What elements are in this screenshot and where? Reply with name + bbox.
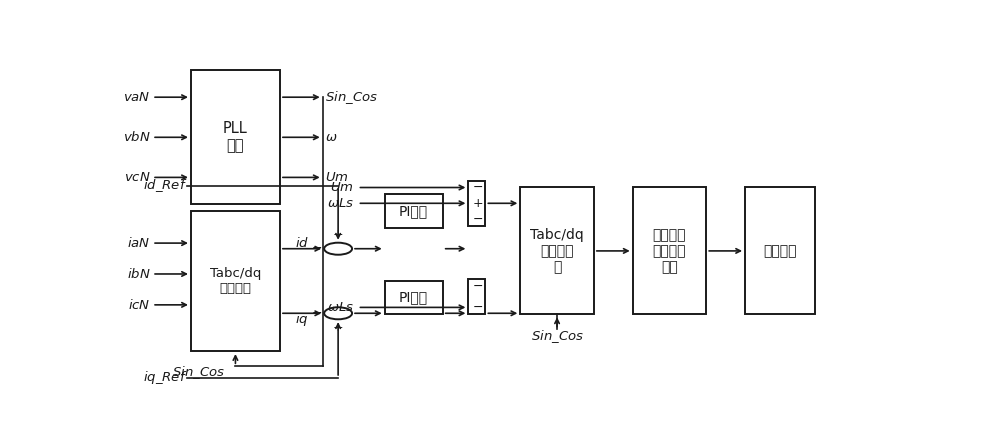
Text: $ibN$: $ibN$ [127,267,151,281]
Text: Tabc/dq
变换模块: Tabc/dq 变换模块 [210,267,261,295]
Text: $Sin\_Cos$: $Sin\_Cos$ [172,365,225,381]
Text: $iq$: $iq$ [295,311,309,328]
Text: $Sin\_Cos$: $Sin\_Cos$ [531,329,584,345]
Text: $vbN$: $vbN$ [123,130,151,144]
Text: −: − [473,301,483,314]
Text: −: − [473,280,483,293]
Text: $id$: $id$ [295,236,309,250]
Text: $\omega$: $\omega$ [325,131,337,144]
Bar [745,187,815,314]
Bar [520,187,594,314]
Text: PLL
模块: PLL 模块 [223,121,248,154]
Text: $\omega Ls$: $\omega Ls$ [327,197,354,210]
Text: $Um$: $Um$ [325,171,349,184]
Text: $icN$: $icN$ [128,298,151,312]
Bar [468,279,485,314]
Bar [468,181,485,226]
Bar [191,211,280,351]
Text: +: + [472,197,483,210]
Text: −: − [473,181,483,194]
Text: $Sin\_Cos$: $Sin\_Cos$ [325,89,378,105]
Text: 驱动模块: 驱动模块 [763,244,797,258]
Text: +: + [333,228,343,241]
Text: $iaN$: $iaN$ [127,236,151,250]
Text: PI模块: PI模块 [399,291,428,305]
Text: $id\_Ref$: $id\_Ref$ [143,177,187,194]
Bar [385,194,443,227]
Text: $vcN$: $vcN$ [124,171,151,184]
Text: $\omega Ls$: $\omega Ls$ [327,301,354,314]
Text: +: + [333,321,343,334]
Text: 开关控制
命令生成
模块: 开关控制 命令生成 模块 [653,228,686,274]
Text: Tabc/dq
反变换模
块: Tabc/dq 反变换模 块 [530,228,584,274]
Text: −: − [311,307,322,320]
Bar [633,187,706,314]
Bar [191,70,280,204]
Text: −: − [473,213,483,226]
Text: $Um$: $Um$ [330,181,354,194]
Text: −: − [311,242,322,255]
Bar [385,281,443,314]
Text: PI模块: PI模块 [399,204,428,218]
Text: $iq\_Ref$: $iq\_Ref$ [143,369,187,386]
Text: $vaN$: $vaN$ [123,91,151,104]
